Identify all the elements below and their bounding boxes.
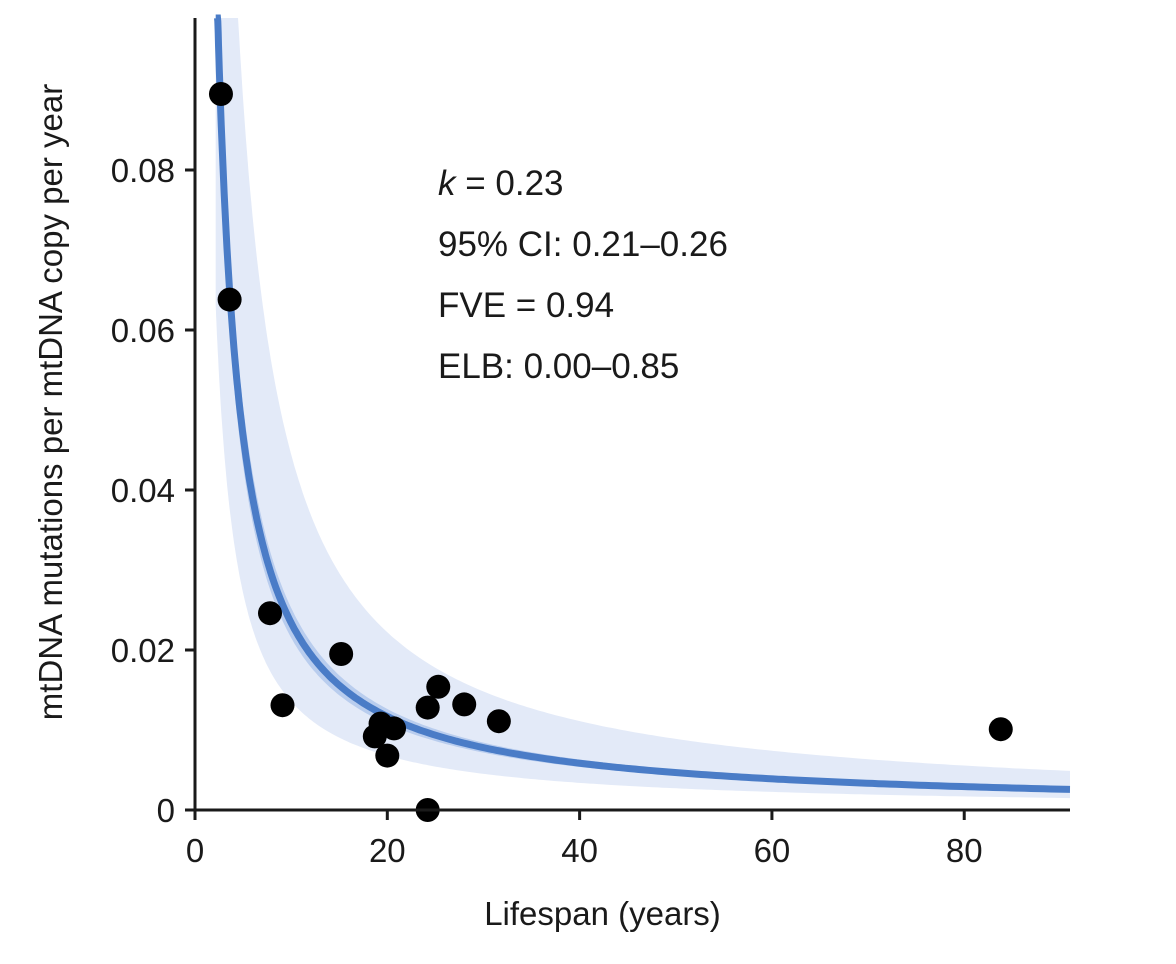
data-point [270,693,295,718]
x-tick-label: 0 [186,832,204,869]
annotation-fve: FVE = 0.94 [438,286,614,325]
data-point [217,287,242,312]
data-point [375,743,400,768]
annotation-k-value: = 0.23 [456,164,564,203]
annotation-k-symbol: k [438,164,457,203]
annotation-ci: 95% CI: 0.21–0.26 [438,225,728,264]
y-axis-label: mtDNA mutations per mtDNA copy per year [32,84,69,720]
data-point [329,642,354,666]
x-tick-label: 60 [754,832,791,869]
y-tick-label: 0 [157,792,175,829]
x-ticks: 0 20 40 60 80 [186,810,983,869]
annotation-k: k = 0.23 [438,164,564,203]
y-ticks: 0 0.02 0.04 0.06 0.08 [111,152,195,829]
annotation-elb: ELB: 0.00–0.85 [438,347,679,386]
data-point [208,82,233,106]
data-point [415,695,440,720]
y-tick-label: 0.06 [111,312,175,349]
x-axis-label: Lifespan (years) [484,895,721,932]
data-point [258,601,282,626]
x-tick-label: 80 [946,832,983,869]
y-tick-label: 0.08 [111,152,175,189]
x-tick-label: 40 [561,832,598,869]
data-point [988,717,1013,742]
fit-statistics: k = 0.23 95% CI: 0.21–0.26 FVE = 0.94 EL… [438,164,728,386]
y-tick-label: 0.02 [111,632,175,669]
data-point [382,716,407,741]
x-tick-label: 20 [369,832,406,869]
y-tick-label: 0.04 [111,472,175,509]
data-point [452,692,477,717]
fit-curve [214,14,1071,793]
data-point [426,674,451,699]
plot-area [208,14,1071,822]
data-point [486,709,511,734]
